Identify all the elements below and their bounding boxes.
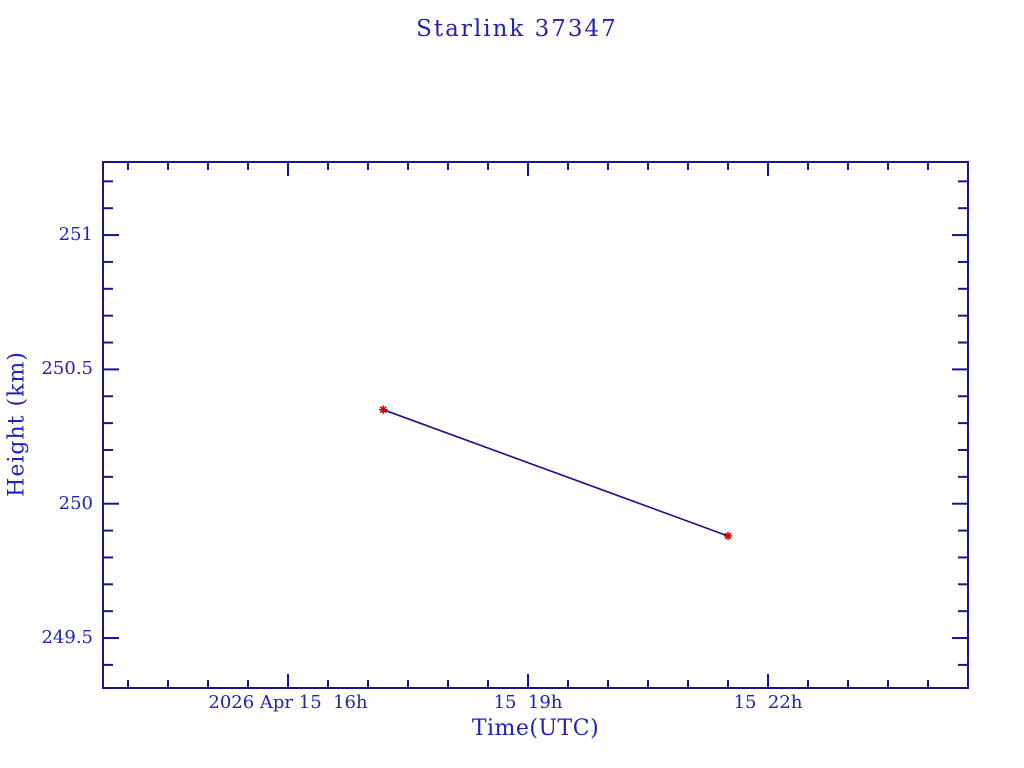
y-tick-label: 251 — [58, 224, 93, 246]
height-series-line — [382, 408, 729, 537]
y-tick-label: 250.5 — [41, 358, 93, 380]
asterisk-marker — [724, 532, 732, 540]
y-tick-label: 250 — [58, 492, 93, 514]
x-tick-label: 2026 Apr 15 16h — [208, 692, 368, 713]
chart-title: Starlink 37347 — [416, 16, 618, 42]
data-point-markers — [379, 405, 733, 541]
y-tick-label: 249.5 — [41, 627, 93, 649]
x-axis-ticks — [127, 163, 929, 687]
asterisk-marker — [379, 406, 387, 414]
data-line — [382, 408, 729, 537]
y-axis-ticks — [104, 180, 967, 666]
plot-frame — [102, 161, 969, 689]
x-tick-label: 15 19h — [493, 692, 563, 713]
plot-border — [102, 161, 969, 689]
x-axis-title: Time(UTC) — [471, 716, 600, 741]
x-tick-label: 15 22h — [733, 692, 803, 713]
